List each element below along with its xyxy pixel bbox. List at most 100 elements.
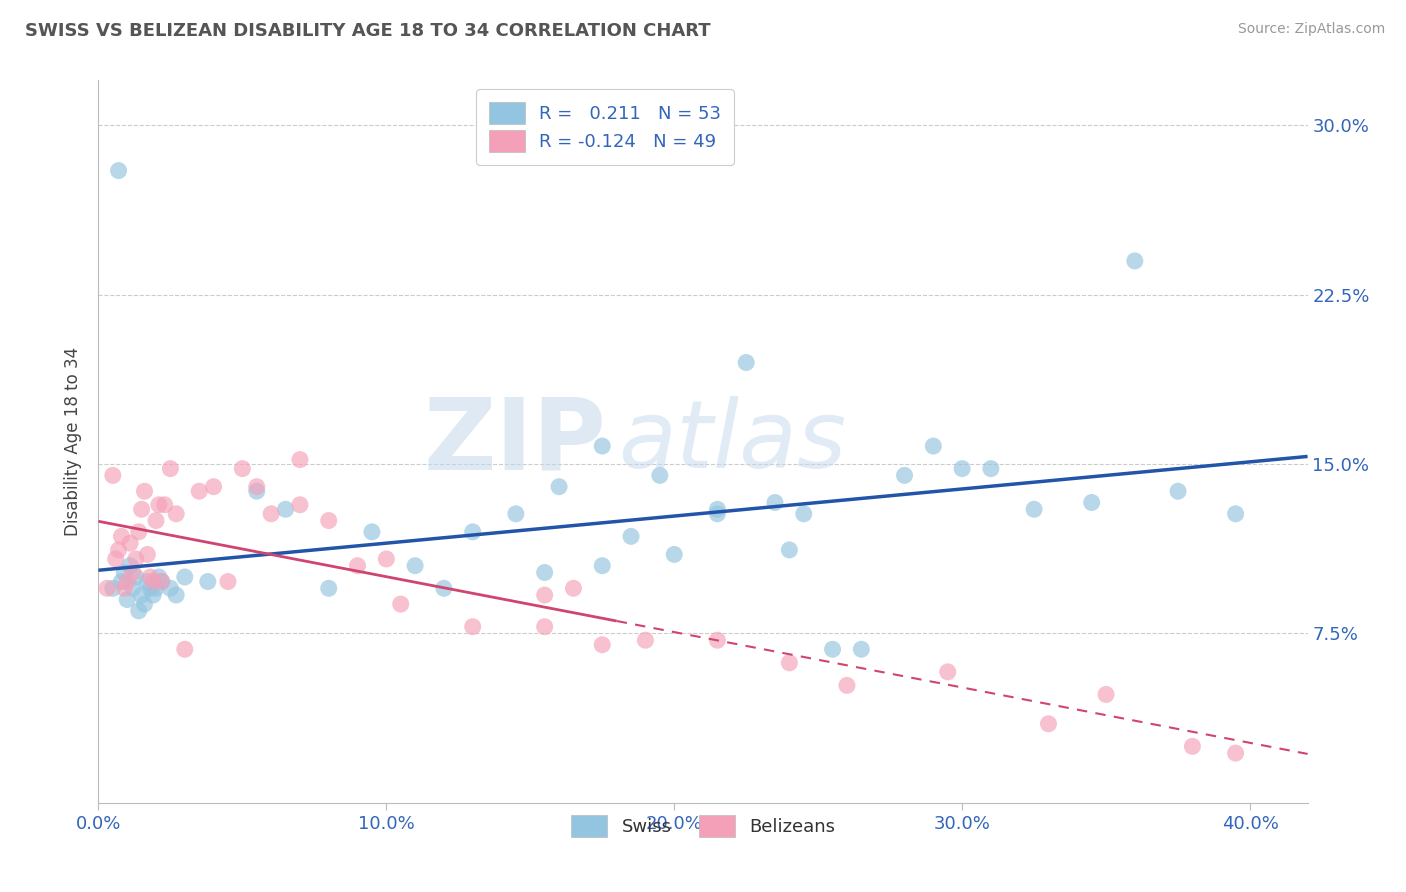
Point: [562, 582, 585, 596]
Point: [318, 582, 340, 596]
Point: [101, 468, 124, 483]
Point: [591, 439, 613, 453]
Point: [778, 656, 800, 670]
Point: [202, 480, 225, 494]
Point: [591, 558, 613, 573]
Point: [361, 524, 384, 539]
Point: [461, 524, 484, 539]
Point: [197, 574, 219, 589]
Point: [112, 582, 135, 596]
Point: [159, 582, 181, 596]
Point: [107, 542, 129, 557]
Point: [120, 558, 142, 573]
Point: [389, 597, 412, 611]
Point: [246, 480, 269, 494]
Point: [148, 570, 170, 584]
Point: [980, 461, 1002, 475]
Point: [139, 570, 162, 584]
Point: [165, 588, 187, 602]
Point: [110, 574, 132, 589]
Point: [706, 507, 728, 521]
Point: [115, 592, 138, 607]
Point: [131, 502, 153, 516]
Point: [134, 597, 156, 611]
Point: [461, 620, 484, 634]
Point: [136, 548, 159, 562]
Point: [1225, 507, 1247, 521]
Point: [139, 582, 162, 596]
Point: [165, 507, 187, 521]
Point: [1080, 495, 1102, 509]
Point: [231, 461, 253, 475]
Text: atlas: atlas: [619, 396, 846, 487]
Point: [136, 574, 159, 589]
Point: [131, 588, 153, 602]
Point: [548, 480, 571, 494]
Point: [104, 552, 127, 566]
Text: ZIP: ZIP: [423, 393, 606, 490]
Point: [122, 566, 145, 580]
Point: [122, 582, 145, 596]
Point: [1095, 687, 1118, 701]
Point: [145, 514, 167, 528]
Point: [893, 468, 915, 483]
Point: [950, 461, 973, 475]
Point: [922, 439, 945, 453]
Point: [533, 588, 555, 602]
Point: [533, 620, 555, 634]
Point: [110, 529, 132, 543]
Point: [125, 552, 148, 566]
Point: [1225, 746, 1247, 760]
Point: [150, 574, 173, 589]
Point: [821, 642, 844, 657]
Point: [288, 498, 311, 512]
Point: [664, 548, 686, 562]
Point: [778, 542, 800, 557]
Point: [1123, 253, 1146, 268]
Point: [153, 498, 176, 512]
Point: [346, 558, 368, 573]
Point: [246, 484, 269, 499]
Text: SWISS VS BELIZEAN DISABILITY AGE 18 TO 34 CORRELATION CHART: SWISS VS BELIZEAN DISABILITY AGE 18 TO 3…: [25, 22, 711, 40]
Y-axis label: Disability Age 18 to 34: Disability Age 18 to 34: [65, 347, 83, 536]
Point: [107, 163, 129, 178]
Point: [1167, 484, 1189, 499]
Point: [128, 604, 150, 618]
Text: Source: ZipAtlas.com: Source: ZipAtlas.com: [1237, 22, 1385, 37]
Point: [148, 498, 170, 512]
Point: [404, 558, 426, 573]
Point: [134, 484, 156, 499]
Point: [112, 566, 135, 580]
Point: [188, 484, 211, 499]
Point: [128, 524, 150, 539]
Point: [1022, 502, 1045, 516]
Point: [505, 507, 527, 521]
Point: [101, 582, 124, 596]
Point: [318, 514, 340, 528]
Point: [634, 633, 657, 648]
Point: [159, 461, 181, 475]
Point: [274, 502, 297, 516]
Point: [1038, 716, 1060, 731]
Point: [591, 638, 613, 652]
Point: [115, 574, 138, 589]
Point: [260, 507, 283, 521]
Point: [706, 633, 728, 648]
Point: [433, 582, 456, 596]
Point: [706, 502, 728, 516]
Point: [217, 574, 239, 589]
Point: [288, 452, 311, 467]
Point: [150, 574, 173, 589]
Point: [125, 570, 148, 584]
Point: [120, 536, 142, 550]
Point: [145, 582, 167, 596]
Point: [375, 552, 398, 566]
Point: [793, 507, 815, 521]
Point: [173, 642, 195, 657]
Point: [763, 495, 786, 509]
Point: [96, 582, 118, 596]
Point: [142, 574, 165, 589]
Point: [851, 642, 873, 657]
Legend: Swiss, Belizeans: Swiss, Belizeans: [564, 808, 842, 845]
Point: [835, 678, 858, 692]
